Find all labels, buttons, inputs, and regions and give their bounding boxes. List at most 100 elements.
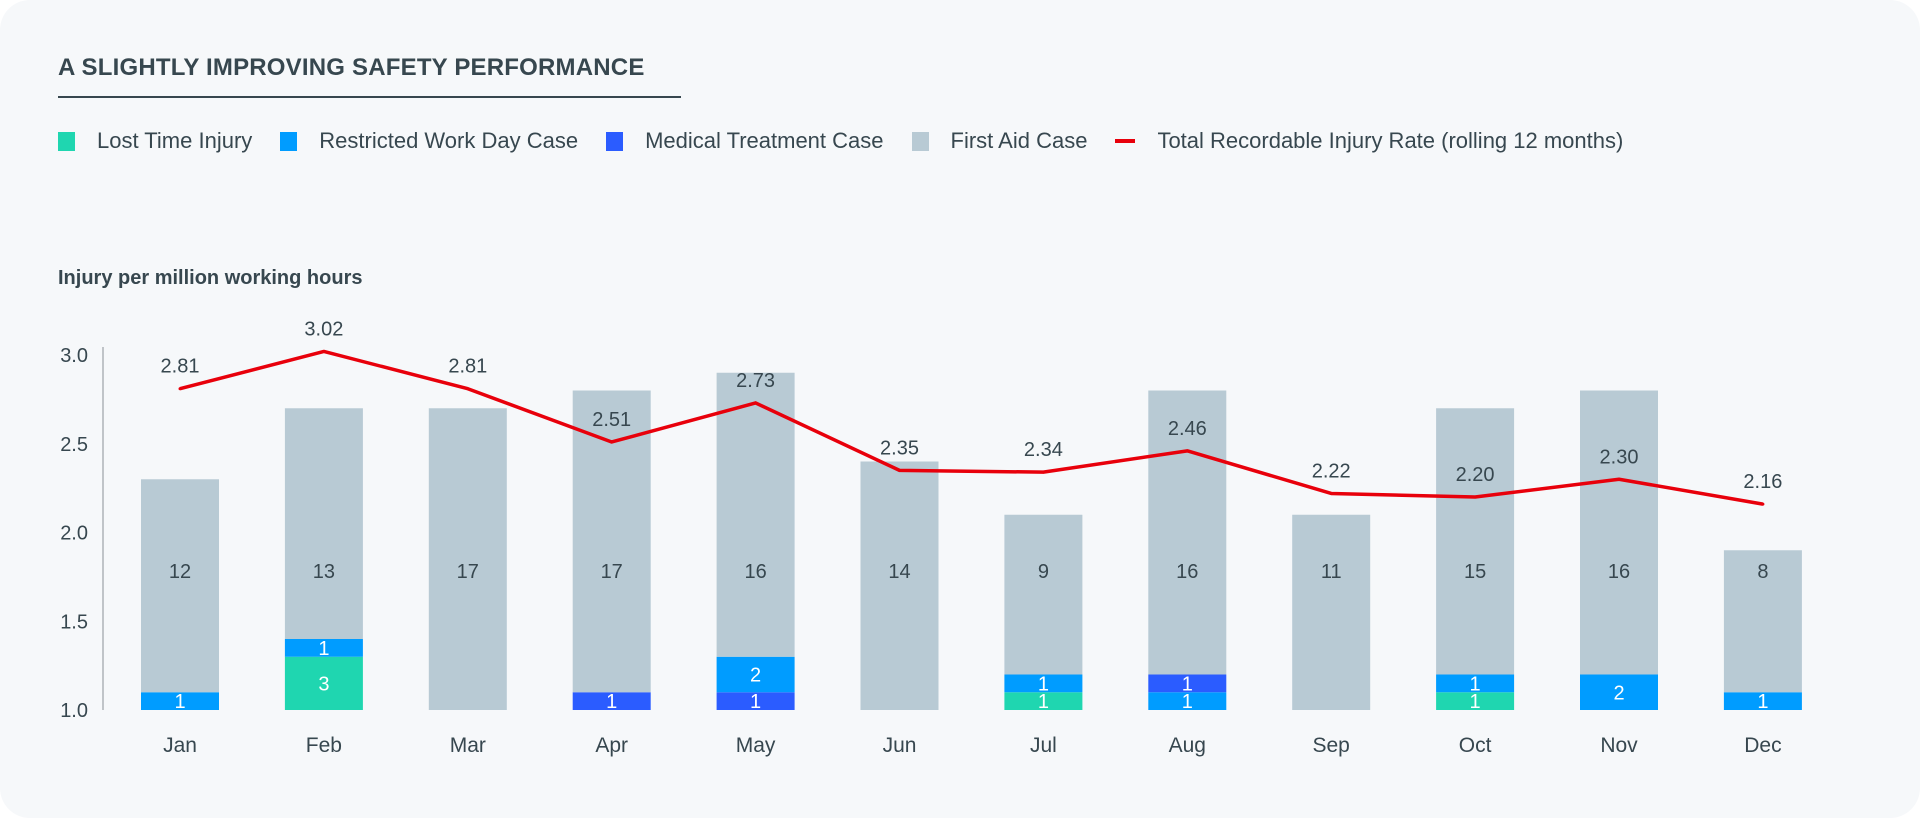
bar-segment-fac xyxy=(1148,390,1227,675)
bar-segment-rwdc xyxy=(716,656,795,693)
bar-segment-mtc xyxy=(716,692,795,710)
trir-value-label: 2.30 xyxy=(1600,446,1639,468)
y-tick-label: 2.0 xyxy=(60,523,88,545)
legend-item-fac[interactable]: First Aid Case xyxy=(911,128,1087,154)
trir-value-label: 2.51 xyxy=(592,409,631,431)
y-tick-label: 3.0 xyxy=(60,345,88,367)
bar-value-label: 17 xyxy=(601,561,623,583)
x-tick-label: Aug xyxy=(1169,734,1206,757)
bar-value-label: 17 xyxy=(457,561,479,583)
y-tick-label: 2.5 xyxy=(60,434,88,456)
bar-segment-fac xyxy=(141,479,219,693)
x-tick-label: Nov xyxy=(1600,734,1638,757)
bar-value-label: 1 xyxy=(318,638,329,660)
x-tick-label: Mar xyxy=(450,734,486,757)
bar-segment-rwdc xyxy=(1723,692,1802,710)
y-tick-label: 1.5 xyxy=(60,611,88,633)
trir-point xyxy=(1617,477,1621,481)
trir-value-label: 2.34 xyxy=(1024,439,1063,461)
bar-value-label: 1 xyxy=(174,691,185,713)
y-axis-title: Injury per million working hours xyxy=(58,267,363,289)
trir-point xyxy=(898,468,901,472)
legend-item-trir[interactable]: Total Recordable Injury Rate (rolling 12… xyxy=(1115,128,1623,154)
trir-line xyxy=(179,349,1764,506)
trir-point xyxy=(1473,495,1477,499)
legend-swatch-mtc xyxy=(606,131,624,151)
legend-swatch-trir xyxy=(1115,139,1136,143)
bar-segment-lti xyxy=(1004,692,1083,710)
bar-value-label: 1 xyxy=(1038,691,1049,713)
bar-segment-fac xyxy=(1580,390,1658,675)
trir-value-label: 3.02 xyxy=(304,318,343,340)
x-tick-label: Feb xyxy=(306,734,342,757)
bar-value-label: 9 xyxy=(1038,561,1049,583)
trir-point xyxy=(466,387,470,391)
legend-item-mtc[interactable]: Medical Treatment Case xyxy=(606,128,884,154)
bar-value-label: 1 xyxy=(1757,691,1768,713)
y-tick-label: 1.0 xyxy=(60,700,88,722)
bar-value-label: 1 xyxy=(1038,673,1049,695)
bar-segment-lti xyxy=(284,656,363,710)
legend-label: Restricted Work Day Case xyxy=(319,128,579,153)
bar-value-label: 1 xyxy=(606,691,617,713)
x-tick-label: Jan xyxy=(163,734,197,757)
bar-segment-lti xyxy=(1436,692,1515,710)
x-tick-label: Oct xyxy=(1459,734,1492,757)
bar-segment-mtc xyxy=(572,692,651,710)
x-tick-label: May xyxy=(736,734,776,757)
legend-item-lti[interactable]: Lost Time Injury xyxy=(58,128,252,154)
trir-point xyxy=(178,387,182,391)
bar-segment-fac xyxy=(1292,514,1371,710)
bar-value-label: 16 xyxy=(744,561,766,583)
trir-value-label: 2.22 xyxy=(1312,460,1351,482)
bar-segment-rwdc xyxy=(1436,674,1515,693)
x-tick-label: Sep xyxy=(1313,734,1350,757)
bar-value-label: 1 xyxy=(1182,691,1193,713)
bar-value-label: 11 xyxy=(1321,561,1342,583)
bar-value-label: 13 xyxy=(313,561,335,583)
bar-segment-rwdc xyxy=(1148,692,1227,710)
legend-swatch-fac xyxy=(911,131,929,151)
bar-segment-rwdc xyxy=(1580,674,1658,710)
trir-value-label: 2.81 xyxy=(448,356,487,378)
legend-label: Medical Treatment Case xyxy=(645,128,884,153)
bar-value-label: 3 xyxy=(318,673,329,695)
bar-segment-fac xyxy=(1004,514,1083,675)
trir-point xyxy=(1761,502,1765,506)
bar-value-label: 12 xyxy=(169,561,191,583)
trir-value-label: 2.46 xyxy=(1168,418,1207,440)
legend-label: Total Recordable Injury Rate (rolling 12… xyxy=(1157,128,1624,153)
bar-segment-rwdc xyxy=(1004,674,1083,693)
x-tick-label: Apr xyxy=(595,734,628,757)
bar-value-label: 16 xyxy=(1176,561,1198,583)
bar-segment-fac xyxy=(428,408,507,710)
legend-label: Lost Time Injury xyxy=(97,128,253,153)
bar-segment-fac xyxy=(284,408,363,639)
bar-value-label: 15 xyxy=(1464,561,1486,583)
trir-point xyxy=(322,349,326,353)
bar-value-label: 2 xyxy=(750,665,761,687)
legend-item-rwdc[interactable]: Restricted Work Day Case xyxy=(280,128,578,154)
chart-title: A SLIGHTLY IMPROVING SAFETY PERFORMANCE xyxy=(58,54,645,81)
x-tick-label: Dec xyxy=(1744,734,1781,757)
bar-segment-mtc xyxy=(1148,674,1227,693)
legend-swatch-rwdc xyxy=(280,131,298,151)
bar-value-label: 2 xyxy=(1613,682,1624,704)
trir-value-label: 2.16 xyxy=(1743,471,1782,493)
trir-value-label: 2.81 xyxy=(161,356,200,378)
bar-value-label: 8 xyxy=(1757,561,1768,583)
trir-value-label: 2.73 xyxy=(736,370,775,392)
bar-value-label: 1 xyxy=(750,691,761,713)
bar-value-label: 1 xyxy=(1470,673,1481,695)
x-tick-label: Jul xyxy=(1030,734,1057,757)
trir-point xyxy=(1185,449,1189,453)
trir-value-label: 2.20 xyxy=(1456,464,1495,486)
trir-point xyxy=(1041,470,1045,474)
bar-segment-rwdc xyxy=(284,639,363,657)
bar-segment-rwdc xyxy=(141,692,219,710)
trir-value-label: 2.35 xyxy=(880,437,919,459)
legend: Lost Time Injury Restricted Work Day Cas… xyxy=(58,128,1651,154)
bar-value-label: 14 xyxy=(888,561,910,583)
bar-value-label: 16 xyxy=(1608,561,1630,583)
